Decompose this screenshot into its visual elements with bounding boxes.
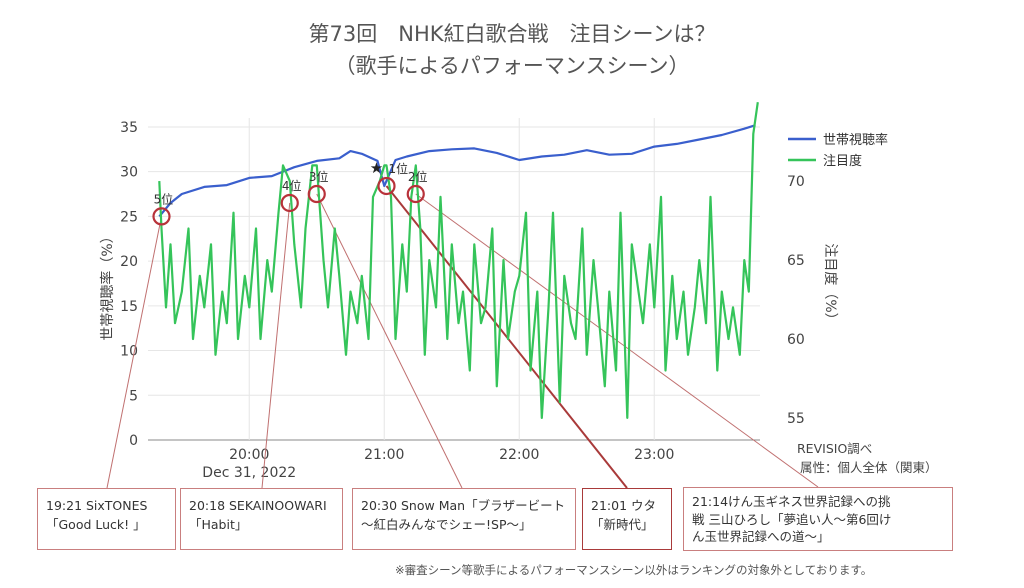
callout-2-line2: 戦 三山ひろし「夢追い人～第6回け bbox=[692, 511, 892, 527]
y-right-tick-60: 60 bbox=[787, 332, 805, 348]
star-icon: ★ bbox=[370, 159, 383, 177]
callout-5-line1: 19:21 SixTONES bbox=[46, 498, 148, 513]
y-right-tick-70: 70 bbox=[787, 174, 805, 190]
callout-2-line3: ん玉世界記録への道～」 bbox=[692, 529, 830, 544]
callout-5: 19:21 SixTONES 「Good Luck! 」 bbox=[37, 488, 176, 550]
callout-2: 21:14けん玉ギネス世界記録への挑 戦 三山ひろし「夢追い人～第6回け ん玉世… bbox=[683, 487, 953, 551]
marker-circle-1位 bbox=[377, 176, 396, 196]
y-left-tick-0: 0 bbox=[129, 433, 138, 449]
marker-label-3位: 3位 bbox=[309, 169, 329, 184]
y-right-tick-55: 55 bbox=[787, 411, 805, 427]
legend-label-0: 世帯視聴率 bbox=[823, 132, 888, 148]
connector-4位 bbox=[261, 202, 291, 489]
series-line-attention bbox=[158, 102, 759, 419]
x-tick-2300: 23:00 bbox=[634, 447, 674, 463]
legend-label-1: 注目度 bbox=[823, 153, 862, 169]
series-line-rating bbox=[158, 124, 756, 218]
connector-3位 bbox=[316, 193, 463, 489]
callout-3-line1: 20:30 Snow Man「ブラザービート bbox=[361, 498, 566, 513]
callout-2-line1: 21:14けん玉ギネス世界記録への挑 bbox=[692, 494, 891, 509]
chart-title-line1: 第73回 NHK紅白歌合戦 注目シーンは？ bbox=[308, 22, 716, 46]
marker-label-2位: 2位 bbox=[408, 169, 428, 184]
callout-4-line1: 20:18 SEKAINOOWARI bbox=[189, 498, 327, 513]
x-tick-2000: 20:00 bbox=[229, 447, 269, 463]
x-tick-2100: 21:00 bbox=[364, 447, 404, 463]
marker-circle-5位 bbox=[152, 207, 171, 226]
y-left-tick-20: 20 bbox=[120, 254, 138, 270]
y-left-axis-title: 世帯視聴率（%） bbox=[99, 229, 116, 340]
callout-1-line1: 21:01 ウタ bbox=[591, 498, 656, 513]
y-left-tick-25: 25 bbox=[120, 209, 138, 225]
source-label: REVISIO調べ bbox=[797, 441, 873, 456]
y-right-tick-65: 65 bbox=[787, 253, 805, 269]
callout-1-line2: 「新時代」 bbox=[591, 517, 654, 533]
y-left-tick-35: 35 bbox=[120, 120, 138, 136]
callout-4: 20:18 SEKAINOOWARI 「Habit」 bbox=[180, 488, 343, 550]
marker-label-1位: 1位 bbox=[389, 161, 409, 176]
y-left-tick-30: 30 bbox=[120, 165, 138, 181]
x-tick-2200: 22:00 bbox=[499, 447, 539, 463]
marker-circle-2位 bbox=[406, 184, 425, 204]
connector-1位 bbox=[385, 185, 628, 489]
attribute-label: 属性：個人全体（関東） bbox=[800, 460, 938, 475]
y-right-axis-title: 注目度（%） bbox=[822, 243, 838, 326]
callout-3: 20:30 Snow Man「ブラザービート ～紅白みんなでシェー!SP～」 bbox=[352, 488, 576, 550]
marker-label-5位: 5位 bbox=[154, 191, 174, 206]
chart-title-line2: （歌手によるパフォーマンスシーン） bbox=[334, 54, 690, 78]
y-left-tick-15: 15 bbox=[120, 299, 138, 315]
connector-5位 bbox=[106, 216, 162, 489]
marker-circle-4位 bbox=[280, 193, 299, 213]
callout-4-line2: 「Habit」 bbox=[189, 517, 248, 533]
callout-1: 21:01 ウタ 「新時代」 bbox=[582, 488, 672, 550]
marker-label-4位: 4位 bbox=[282, 178, 302, 193]
marker-circle-3位 bbox=[307, 184, 326, 204]
x-date-label: Dec 31, 2022 bbox=[202, 465, 296, 481]
footnote: ※審査シーン等歌手によるパフォーマンスシーン以外はランキングの対象外としておりま… bbox=[395, 563, 873, 577]
callout-3-line2: ～紅白みんなでシェー!SP～」 bbox=[361, 517, 532, 533]
y-left-tick-5: 5 bbox=[129, 388, 138, 404]
callout-5-line2: 「Good Luck! 」 bbox=[46, 517, 146, 533]
